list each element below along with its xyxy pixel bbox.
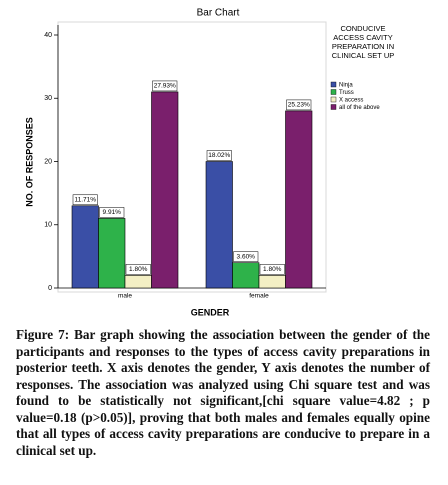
bar [285, 110, 313, 289]
figure-caption: Figure 7: Bar graph showing the associat… [16, 327, 430, 458]
value-label: 1.80% [129, 266, 148, 273]
value-label-box [99, 207, 125, 218]
y-axis-label: NO. OF RESPONSES [24, 117, 34, 207]
bar [151, 91, 179, 289]
bar [98, 218, 126, 289]
y-tick-label: 30 [44, 95, 52, 102]
value-label: 3.60% [237, 253, 256, 260]
legend-label: all of the above [339, 105, 380, 111]
value-label: 25.23% [288, 102, 310, 109]
value-label: 27.93% [154, 83, 176, 90]
bar [232, 262, 260, 289]
y-tick-label: 40 [44, 32, 52, 39]
x-tick-label: female [249, 293, 269, 300]
x-axis-label: GENDER [191, 307, 230, 317]
value-label-box [72, 194, 98, 206]
legend-swatch [330, 104, 337, 110]
value-label-box [125, 264, 151, 275]
bar [205, 161, 233, 289]
bar [124, 275, 152, 289]
chart: Bar Chart GENDER NO. OF RESPONSES 0 10 20 3… [24, 8, 380, 318]
value-label-box [233, 251, 259, 262]
value-label: 9.91% [103, 209, 122, 216]
legend-label: X access [339, 98, 363, 104]
value-label-box [152, 80, 178, 92]
chart-title: Bar Chart [197, 8, 240, 19]
y-tick-label: 0 [48, 285, 52, 292]
legend-label: Truss [339, 90, 354, 96]
value-label: 1.80% [263, 266, 282, 273]
legend-title: CONDUCIVE ACCESS CAVITY PREPARATION IN C… [331, 24, 395, 60]
bar [71, 205, 99, 289]
legend-label: Ninja [339, 83, 353, 89]
legend-swatch [330, 96, 337, 103]
x-tick-label: male [118, 293, 132, 300]
legend-swatch [330, 81, 337, 88]
y-tick-label: 20 [44, 158, 52, 165]
value-label: 18.02% [208, 152, 230, 159]
y-tick-label: 10 [44, 222, 52, 229]
legend-swatch [330, 89, 337, 95]
value-label: 11.71% [74, 196, 96, 203]
value-label-box [286, 99, 312, 111]
value-label-box [259, 264, 285, 275]
value-label-box [206, 150, 232, 161]
bar [258, 275, 286, 289]
